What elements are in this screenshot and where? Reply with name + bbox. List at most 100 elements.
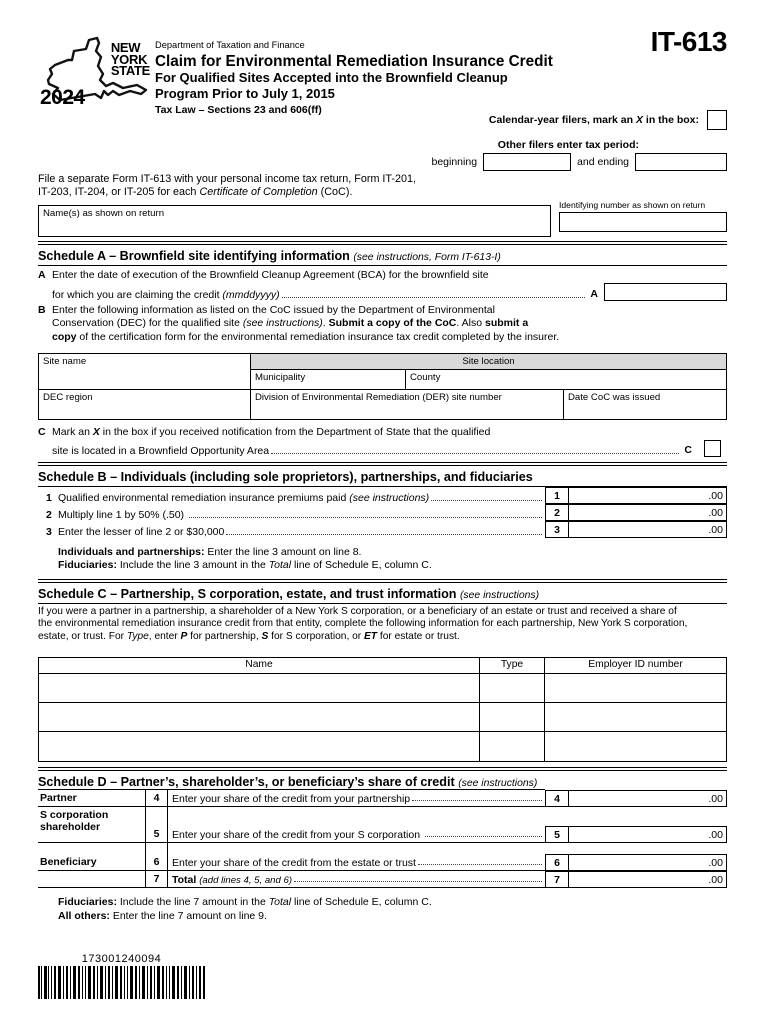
line-a-date-input[interactable] bbox=[604, 282, 727, 301]
site-name-cell[interactable]: Site name bbox=[39, 354, 251, 389]
schedule-b-line-2: 2 Multiply line 1 by 50% (.50) 2 .00 bbox=[38, 503, 727, 521]
note-all-others: All others: Enter the line 7 amount on l… bbox=[58, 909, 267, 922]
period-ending-input[interactable] bbox=[635, 153, 727, 171]
line-5-number-box: 5 bbox=[545, 826, 569, 844]
ny-state-outline-icon bbox=[46, 36, 148, 102]
empty-label bbox=[38, 885, 145, 887]
beginning-label: beginning bbox=[431, 156, 478, 168]
section-divider bbox=[38, 461, 727, 466]
line-4-amount-input[interactable]: .00 bbox=[569, 790, 727, 808]
entity-row-1 bbox=[39, 674, 726, 704]
line-c-row: site is located in a Brownfield Opportun… bbox=[38, 439, 727, 457]
form-title: Claim for Environmental Remediation Insu… bbox=[155, 53, 553, 70]
name-cell[interactable] bbox=[39, 674, 480, 703]
ein-cell[interactable] bbox=[545, 732, 726, 761]
beneficiary-label: Beneficiary bbox=[40, 856, 97, 869]
share-of-credit-table: Partner 4 Enter your share of the credit… bbox=[38, 789, 727, 889]
line-4-number-box: 4 bbox=[545, 790, 569, 808]
entity-row-3 bbox=[39, 732, 726, 762]
line-6-amount-input[interactable]: .00 bbox=[569, 854, 727, 872]
line-3-number-box: 3 bbox=[545, 520, 569, 538]
name-cell[interactable] bbox=[39, 703, 480, 732]
section-divider bbox=[38, 767, 727, 772]
ein-cell[interactable] bbox=[545, 703, 726, 731]
col-type-header: Type bbox=[480, 658, 545, 674]
partner-label: Partner bbox=[40, 792, 77, 805]
dotted-leader bbox=[431, 499, 542, 501]
form-subtitle-1: For Qualified Sites Accepted into the Br… bbox=[155, 70, 508, 85]
schedule-b-line-3: 3 Enter the lesser of line 2 or $30,000 … bbox=[38, 520, 727, 538]
type-cell[interactable] bbox=[480, 703, 545, 732]
dotted-leader bbox=[417, 864, 542, 866]
site-location-header: Site location bbox=[251, 354, 726, 370]
schedule-b-header: Schedule B – Individuals (including sole… bbox=[38, 466, 727, 487]
calendar-filers-row: Calendar-year filers, mark an X in the b… bbox=[489, 110, 727, 130]
type-cell[interactable] bbox=[480, 732, 545, 762]
type-cell[interactable] bbox=[480, 674, 545, 703]
line-b-text-3: copy of the certification form for the e… bbox=[52, 330, 560, 343]
schedule-d-line-4: Partner 4 Enter your share of the credit… bbox=[38, 789, 727, 808]
schedule-a-header: Schedule A – Brownfield site identifying… bbox=[38, 245, 727, 266]
col-ein-header: Employer ID number bbox=[588, 659, 683, 671]
entity-row-2 bbox=[39, 703, 726, 733]
line-7-amount-input[interactable]: .00 bbox=[569, 871, 727, 889]
form-header: NEW YORK STATE 2024 Department of Taxati… bbox=[38, 0, 728, 241]
name-input[interactable]: Name(s) as shown on return bbox=[38, 205, 551, 237]
barcode-number: 173001240094 bbox=[81, 953, 162, 966]
county-cell[interactable]: County bbox=[410, 372, 441, 383]
calendar-filers-checkbox[interactable] bbox=[707, 110, 727, 130]
barcode-block: 173001240094 bbox=[38, 953, 205, 1002]
dotted-leader bbox=[424, 836, 542, 838]
schedule-d-line-6: Beneficiary 6 Enter your share of the cr… bbox=[38, 843, 727, 872]
form-number: IT-613 bbox=[650, 26, 728, 57]
line-5-amount-input[interactable]: .00 bbox=[569, 826, 727, 844]
line-c-ref: C bbox=[684, 443, 692, 456]
schedule-b-notes: Individuals and partnerships: Enter the … bbox=[58, 546, 727, 573]
dotted-leader bbox=[412, 800, 542, 802]
taxpayer-row: Name(s) as shown on return Identifying n… bbox=[38, 200, 727, 237]
barcode-icon bbox=[38, 966, 205, 1000]
note-fiduciaries: Fiduciaries: Include the line 3 amount i… bbox=[58, 559, 432, 571]
schedule-b-line-1: 1 Qualified environmental remediation in… bbox=[38, 486, 727, 504]
logo-year: 2024 bbox=[40, 86, 85, 109]
ein-cell[interactable] bbox=[545, 674, 726, 702]
dotted-leader bbox=[226, 533, 542, 535]
period-beginning-input[interactable] bbox=[483, 153, 572, 171]
line-a-text-1: A Enter the date of execution of the Brow… bbox=[38, 269, 489, 281]
line-a-ref: A bbox=[590, 287, 598, 300]
schedule-c-header: Schedule C – Partnership, S corporation,… bbox=[38, 583, 727, 604]
dec-region-cell[interactable]: DEC region bbox=[39, 390, 251, 419]
line-b-text-2: Conservation (DEC) for the qualified sit… bbox=[52, 317, 529, 329]
dotted-leader bbox=[188, 516, 542, 518]
note-individuals-partnerships: Individuals and partnerships: Enter the … bbox=[58, 545, 362, 558]
municipality-cell[interactable]: Municipality bbox=[251, 370, 406, 389]
dotted-leader bbox=[281, 296, 586, 298]
section-divider bbox=[38, 578, 727, 583]
identifying-number-block: Identifying number as shown on return bbox=[551, 200, 727, 237]
line-2-amount-input[interactable]: .00 bbox=[569, 503, 727, 521]
name-cell[interactable] bbox=[39, 732, 480, 762]
schedule-d-line-5: S corporation shareholder 5 Enter your sh… bbox=[38, 807, 727, 844]
section-divider bbox=[38, 241, 727, 245]
dotted-leader bbox=[294, 881, 542, 883]
line-7-number-box: 7 bbox=[545, 871, 569, 889]
line-2-number-box: 2 bbox=[545, 503, 569, 521]
identifying-number-input[interactable] bbox=[559, 212, 727, 232]
site-info-table: Site name Site location Municipality Cou… bbox=[38, 353, 727, 420]
calendar-filers-label: Calendar-year filers, mark an X in the b… bbox=[488, 114, 699, 126]
der-site-number-cell[interactable]: Division of Environmental Remediation (D… bbox=[251, 390, 564, 419]
line-1-number-box: 1 bbox=[545, 486, 569, 504]
entity-table: Name Type Employer ID number bbox=[38, 657, 727, 763]
schedule-d-header: Schedule D – Partner’s, shareholder’s, o… bbox=[38, 775, 538, 790]
tax-period-row: beginning and ending bbox=[431, 153, 727, 171]
agency-name: Department of Taxation and Finance bbox=[155, 40, 305, 50]
filing-instructions: File a separate Form IT-613 with your pe… bbox=[38, 173, 417, 198]
line-6-number-box: 6 bbox=[545, 854, 569, 872]
line-1-amount-input[interactable]: .00 bbox=[569, 486, 727, 504]
line-3-amount-input[interactable]: .00 bbox=[569, 520, 727, 538]
line-c-text-1: C Mark an X in the box if you received no… bbox=[38, 426, 491, 438]
schedule-d-line-7: 7 Total (add lines 4, 5, and 6) 7 .00 bbox=[38, 871, 727, 889]
date-coc-issued-cell[interactable]: Date CoC was issued bbox=[568, 392, 661, 403]
line-c-checkbox[interactable] bbox=[704, 439, 721, 457]
